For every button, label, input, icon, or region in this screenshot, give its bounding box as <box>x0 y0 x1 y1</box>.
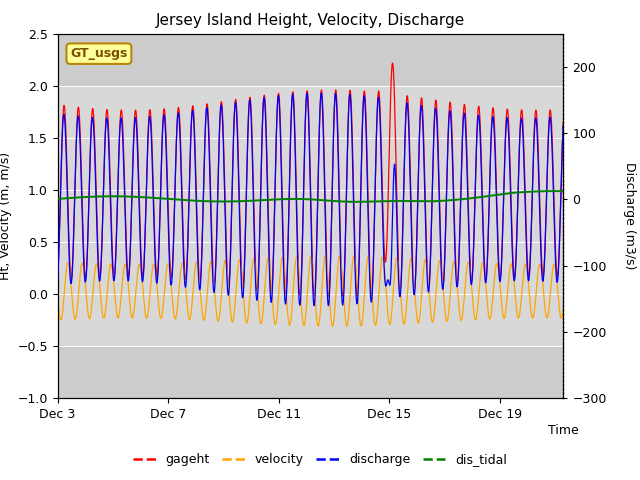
Title: Jersey Island Height, Velocity, Discharge: Jersey Island Height, Velocity, Discharg… <box>156 13 465 28</box>
Y-axis label: Ht, Velocity (m, m/s): Ht, Velocity (m, m/s) <box>0 152 12 280</box>
Y-axis label: Discharge (m3/s): Discharge (m3/s) <box>623 162 636 270</box>
Legend: gageht, velocity, discharge, dis_tidal: gageht, velocity, discharge, dis_tidal <box>128 448 512 471</box>
X-axis label: Time: Time <box>548 424 579 437</box>
Bar <box>58 86 563 346</box>
Text: GT_usgs: GT_usgs <box>70 47 127 60</box>
